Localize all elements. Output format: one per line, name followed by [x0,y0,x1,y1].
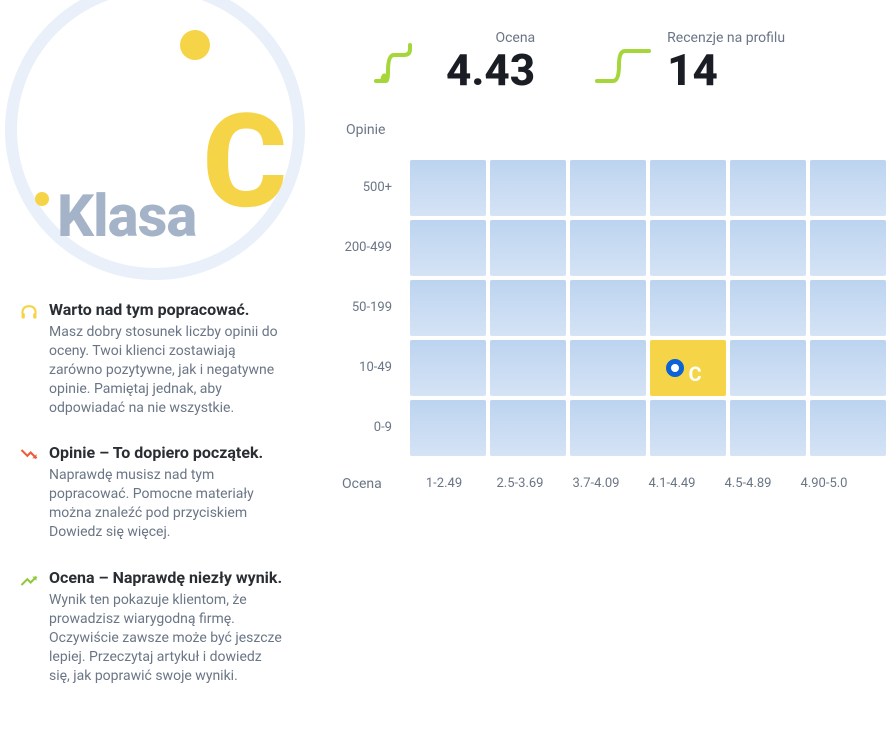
tip-title: Ocena – Naprawdę niezły wynik. [49,568,284,587]
heatmap-cell [410,400,486,456]
heatmap-marker [666,359,684,377]
heatmap-x-label: 4.5-4.89 [710,476,786,492]
heatmap-cell-letter: C [688,362,701,386]
heatmap-cell [490,400,566,456]
tip-body: Ocena – Naprawdę niezły wynik. Wynik ten … [49,568,284,685]
heatmap-y-label: 50-199 [324,280,406,336]
heatmap-y-title: Opinie [324,122,886,138]
heatmap-cell [730,160,806,216]
grade-badge: Klasa C [15,0,284,260]
heatmap-x-label: 3.7-4.09 [558,476,634,492]
tip-item: Ocena – Naprawdę niezły wynik. Wynik ten … [19,568,284,685]
grade-letter: C [202,110,281,214]
heatmap-cell [730,400,806,456]
grade-small-dot [180,30,210,60]
grade-text: Klasa C [35,140,281,251]
tip-body: Opinie – To dopiero początek. Naprawdę mu… [49,443,284,542]
tip-item: Warto nad tym popracować. Masz dobry stos… [19,300,284,417]
stat-reviews-value: 14 [667,48,785,92]
tip-text: Masz dobry stosunek liczby opinii do oce… [49,323,284,417]
spark-icon [374,41,434,86]
heatmap-cell [650,160,726,216]
heatmap-cell [570,340,646,396]
tip-title: Warto nad tym popracować. [49,300,284,319]
heatmap: Opinie 500+200-49950-19910-49 C 0-9 Ocena1… [324,122,886,492]
heatmap-cell [810,160,886,216]
heatmap-cell [490,220,566,276]
heatmap-cell [810,400,886,456]
heatmap-cell [490,280,566,336]
heatmap-cell [810,280,886,336]
tip-text: Wynik ten pokazuje klientom, że prowadzi… [49,591,284,685]
heatmap-cell [410,280,486,336]
heatmap-cell [810,340,886,396]
stat-reviews: Recenzje na profilu 14 [595,30,785,92]
heatmap-cell [490,340,566,396]
heatmap-cell [730,220,806,276]
heatmap-cell [810,220,886,276]
grade-bullet [35,192,49,206]
heatmap-x-label: 4.1-4.49 [634,476,710,492]
heatmap-y-label: 0-9 [324,400,406,456]
tip-item: Opinie – To dopiero początek. Naprawdę mu… [19,443,284,542]
headphones-icon [19,302,39,322]
heatmap-cell [650,280,726,336]
heatmap-y-label: 10-49 [324,340,406,396]
heatmap-cell [730,340,806,396]
heatmap-cell [730,280,806,336]
heatmap-cell [570,220,646,276]
grade-word: Klasa [57,183,196,251]
trend-up-icon [19,570,39,590]
trend-down-icon [19,445,39,465]
heatmap-cell [570,280,646,336]
heatmap-cell [410,160,486,216]
heatmap-cell [410,340,486,396]
heatmap-cell [650,400,726,456]
heatmap-cell: C [650,340,726,396]
left-column: Klasa C Warto nad tym popracować. Masz do… [0,0,294,732]
dashboard: Klasa C Warto nad tym popracować. Masz do… [0,0,896,732]
heatmap-cell [570,400,646,456]
spark-icon [595,41,655,86]
heatmap-x-label: 2.5-3.69 [482,476,558,492]
heatmap-grid: 500+200-49950-19910-49 C 0-9 [324,160,886,456]
heatmap-y-label: 200-499 [324,220,406,276]
heatmap-cell [650,220,726,276]
right-column: Ocena 4.43 Recenzje na profilu 14 Opinie… [294,0,896,732]
stats-row: Ocena 4.43 Recenzje na profilu 14 [324,30,886,92]
heatmap-cell [490,160,566,216]
tips-list: Warto nad tym popracować. Masz dobry stos… [15,300,284,685]
tip-text: Naprawdę musisz nad tym popracować. Pomo… [49,466,284,542]
tip-body: Warto nad tym popracować. Masz dobry stos… [49,300,284,417]
stat-rating: Ocena 4.43 [374,30,535,92]
heatmap-cell [570,160,646,216]
heatmap-cell [410,220,486,276]
heatmap-x-row: Ocena1-2.492.5-3.693.7-4.094.1-4.494.5-4… [324,476,886,492]
tip-title: Opinie – To dopiero początek. [49,443,284,462]
stat-rating-value: 4.43 [446,48,535,92]
heatmap-y-label: 500+ [324,160,406,216]
heatmap-x-label: 1-2.49 [406,476,482,492]
heatmap-x-label: 4.90-5.0 [786,476,862,492]
heatmap-x-title: Ocena [324,476,406,492]
